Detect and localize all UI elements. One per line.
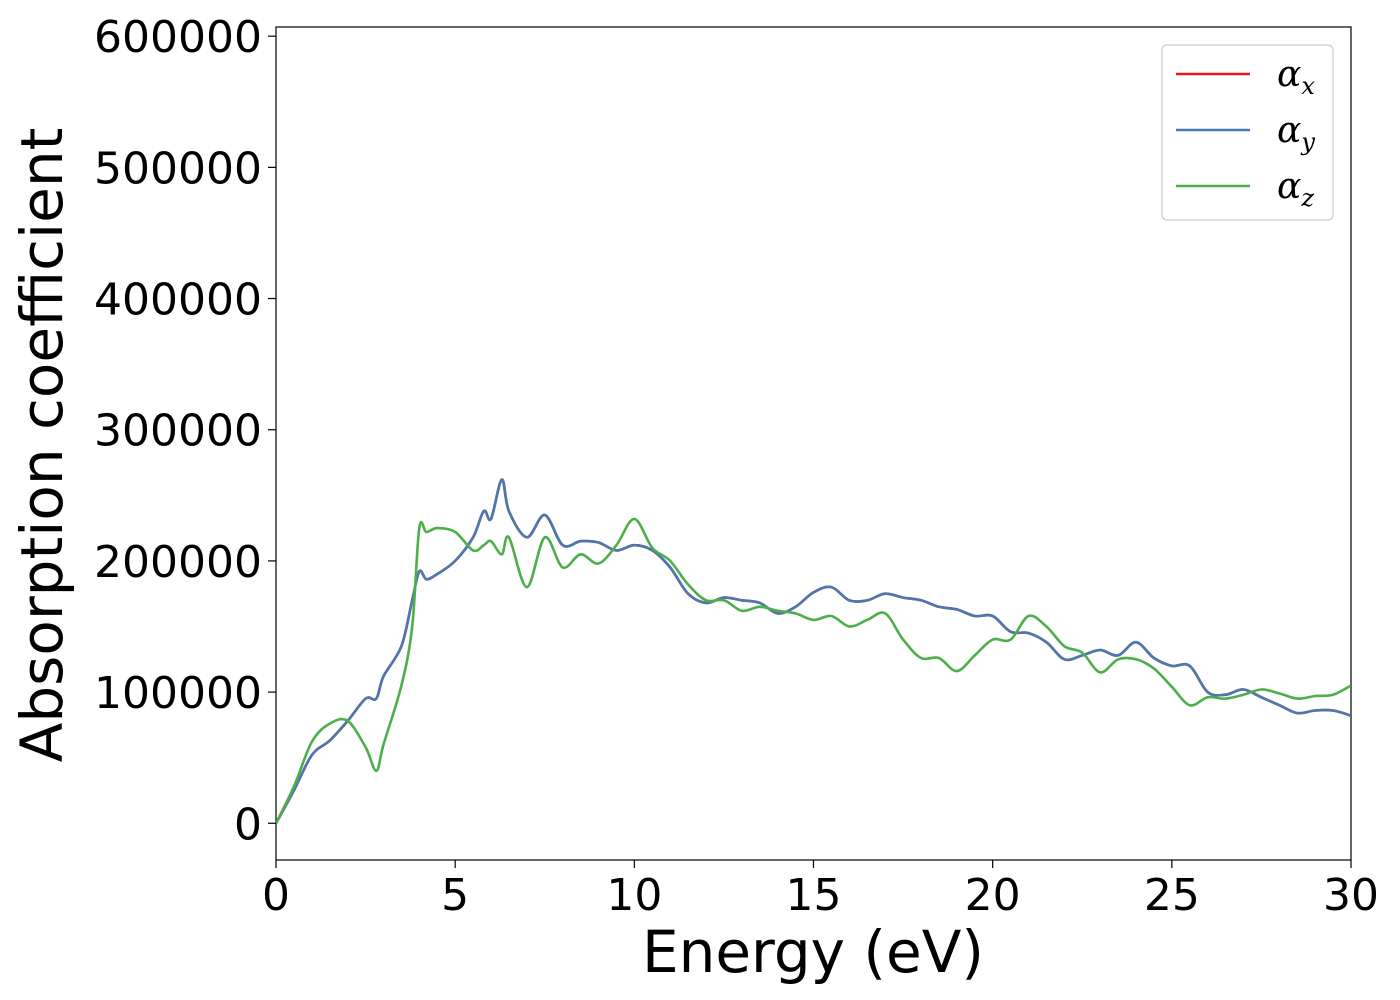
legend-label-x: αx <box>1277 54 1315 100</box>
x-tick-label: 10 <box>606 870 662 921</box>
y-axis-title: Absorption coefficient <box>8 128 76 763</box>
legend-label-y: αy <box>1277 110 1315 156</box>
y-tick-label: 100000 <box>94 668 262 719</box>
x-tick-label: 5 <box>441 870 469 921</box>
legend-label-z: αz <box>1277 166 1314 212</box>
y-tick-label: 600000 <box>94 12 262 63</box>
legend: αx αy αz <box>1161 44 1334 221</box>
x-tick-label: 15 <box>786 870 842 921</box>
y-tick-label: 200000 <box>94 537 262 588</box>
y-tick-label: 0 <box>234 799 262 850</box>
axes-layer: 0 5 10 15 20 25 30 0 100000 200000 300000 400000 500… <box>94 12 1379 921</box>
series-layer <box>276 478 1351 824</box>
legend-box <box>1161 44 1334 221</box>
x-tick-label: 20 <box>965 870 1021 921</box>
y-tick-label: 400000 <box>94 275 262 326</box>
x-tick-label: 30 <box>1323 870 1379 921</box>
y-tick-label: 500000 <box>94 143 262 194</box>
y-tick-label: 300000 <box>94 406 262 457</box>
x-axis-title: Energy (eV) <box>642 918 984 986</box>
series-line-z <box>276 517 1351 824</box>
x-tick-label: 0 <box>262 870 290 921</box>
x-tick-label: 25 <box>1144 870 1200 921</box>
